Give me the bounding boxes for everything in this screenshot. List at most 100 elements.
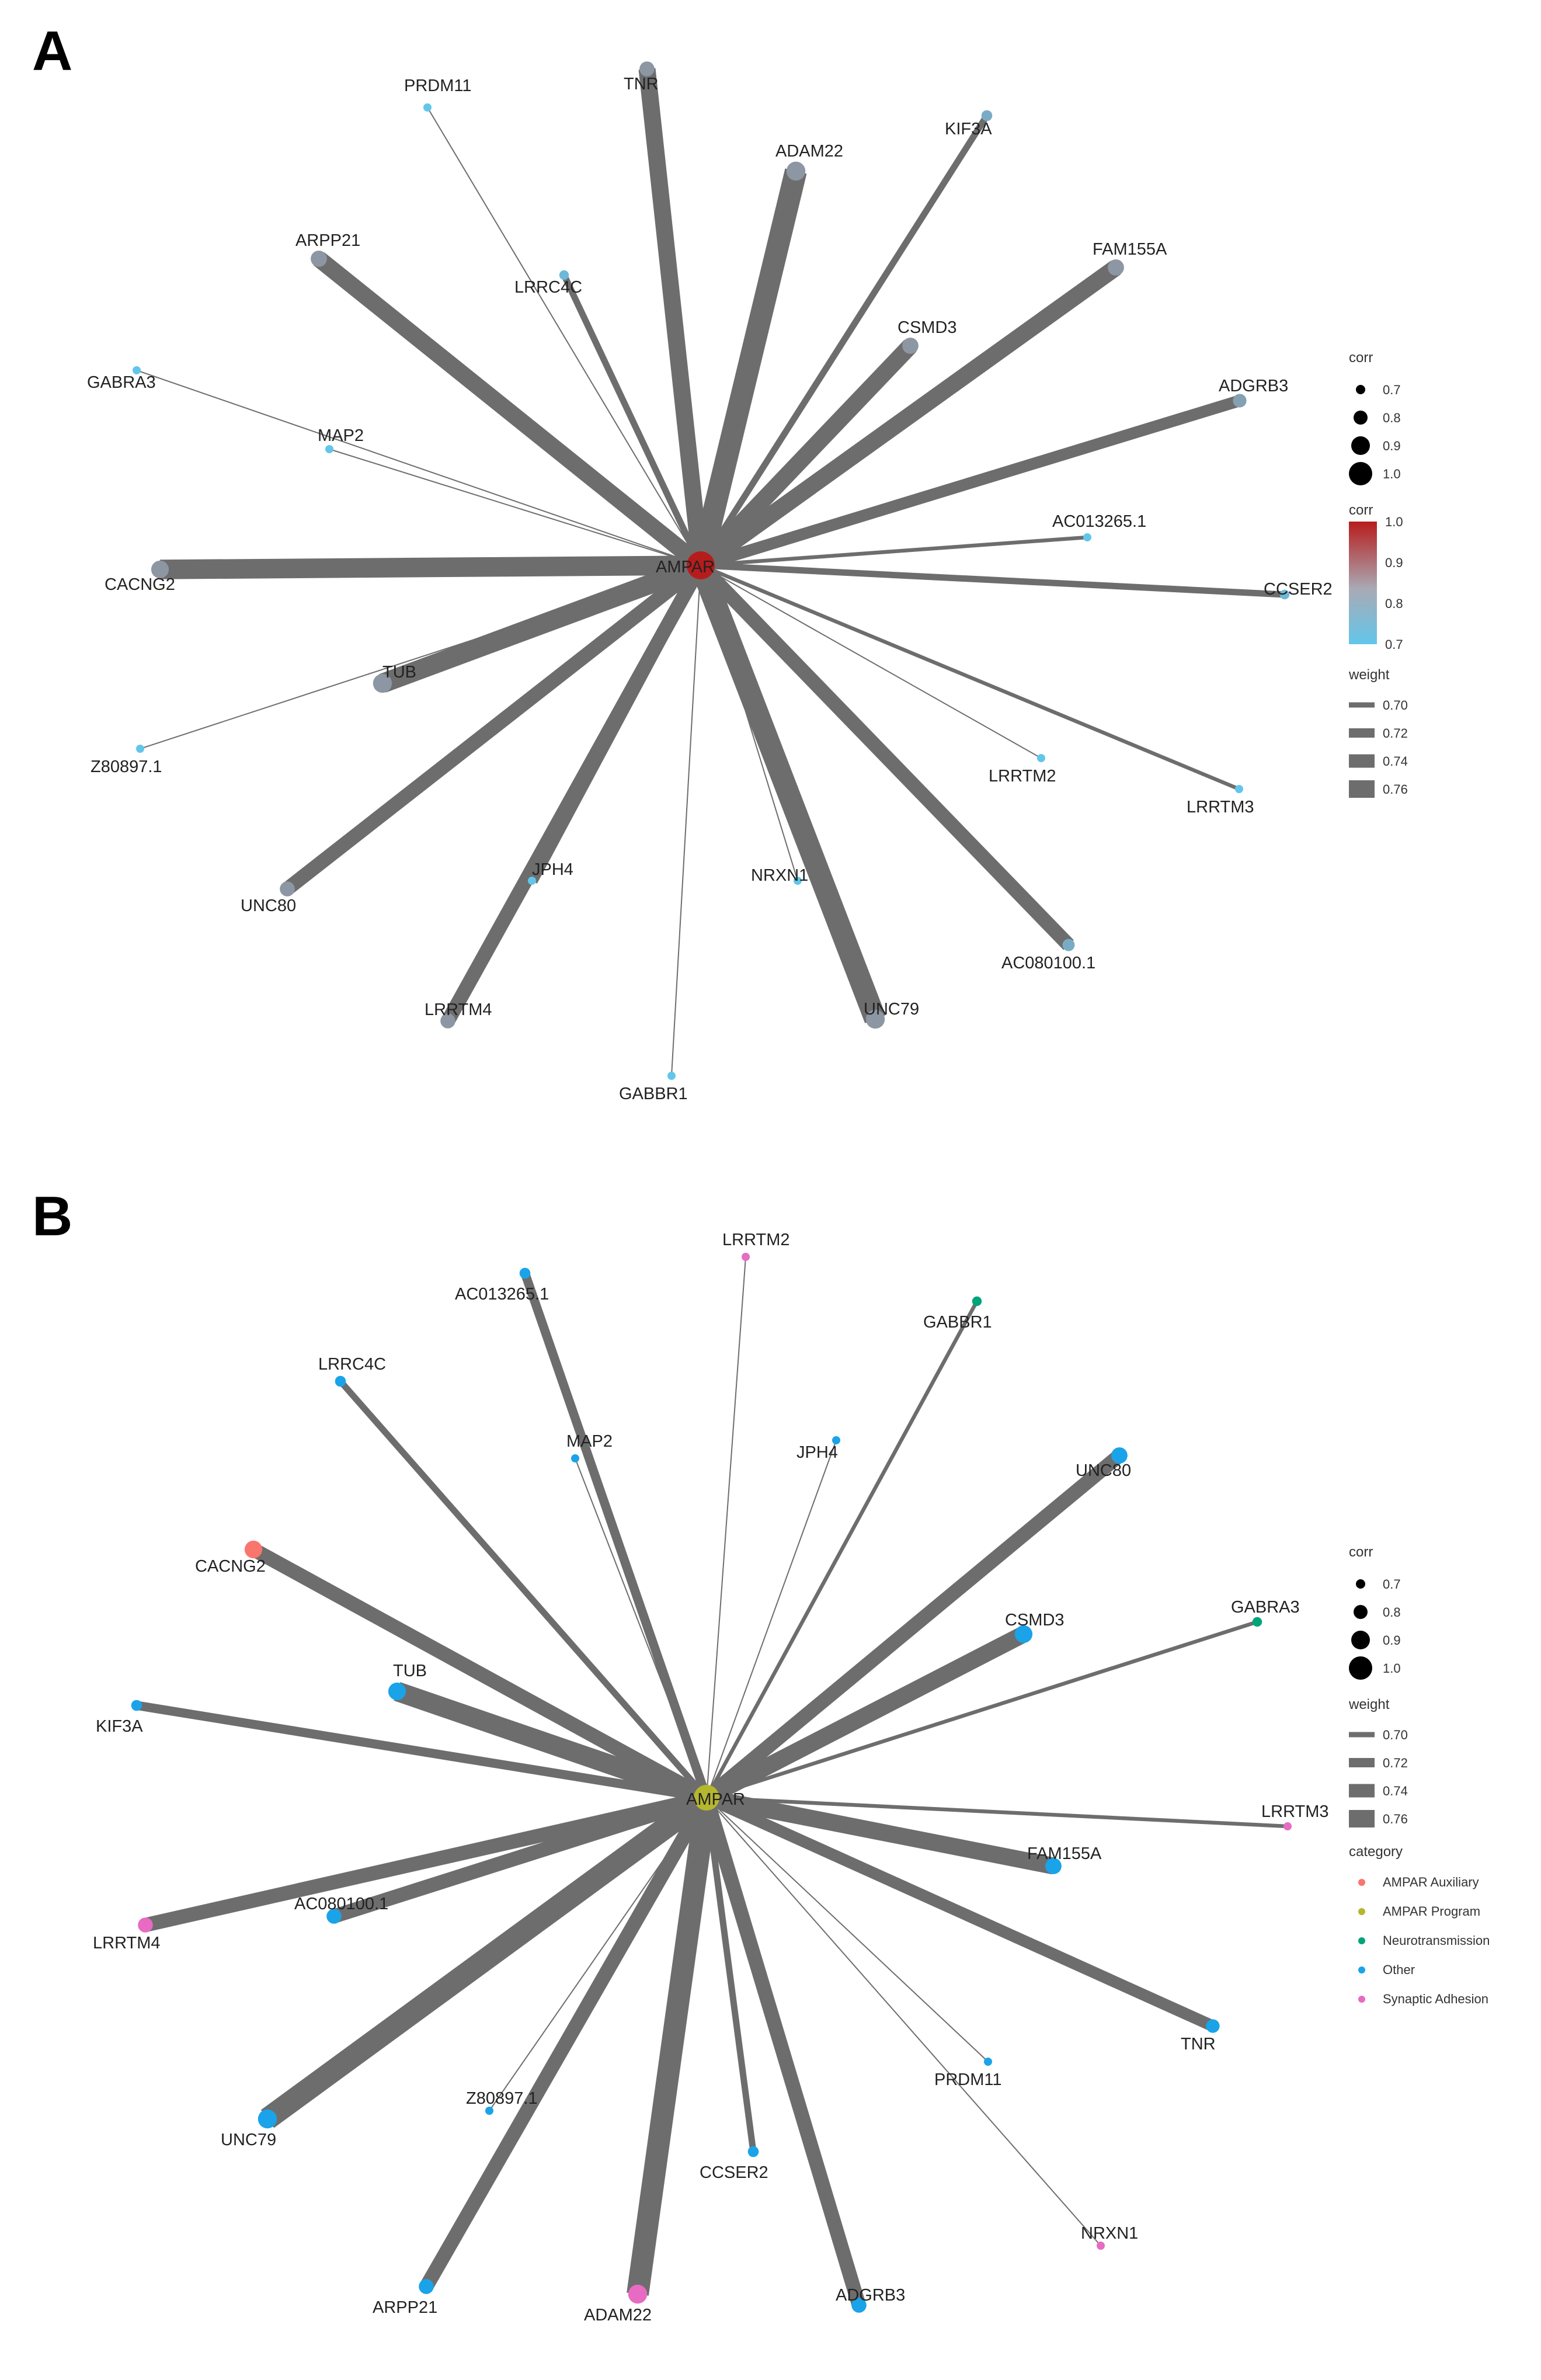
edge-lrrc4c	[338, 1379, 709, 1800]
node-lrrc4c	[559, 270, 569, 280]
node-tub	[373, 673, 392, 693]
node-unc79	[865, 1009, 885, 1029]
edge-unc80	[283, 560, 705, 895]
label-prdm11: PRDM11	[404, 77, 472, 95]
edges	[135, 1256, 1288, 2308]
edges	[136, 68, 1285, 1076]
edge-adgrb3	[700, 1795, 866, 2308]
node-gabra3	[1252, 1617, 1262, 1627]
node-fam155a	[1108, 259, 1124, 276]
node-adam22	[628, 2284, 648, 2304]
edge-csmd3	[694, 339, 917, 572]
label-fam155a: FAM155A	[1093, 240, 1167, 259]
node-ac013265-1	[1083, 533, 1091, 541]
node-tnr	[1206, 2019, 1220, 2033]
node-cacng2	[244, 1540, 263, 1559]
hub-label: AMPAR	[656, 558, 715, 576]
node-unc80	[280, 881, 295, 897]
node-lrrtm4	[440, 1013, 455, 1029]
edge-fam155a	[695, 260, 1121, 572]
node-ac013265-1	[519, 1267, 531, 1279]
node-tub	[388, 1682, 406, 1701]
legend-weight-mark	[1349, 1810, 1375, 1827]
node-tnr	[639, 61, 655, 77]
node-arpp21	[419, 2279, 434, 2294]
node-gabbr1	[667, 1072, 676, 1080]
node-adgrb3	[851, 2298, 867, 2313]
hub-label: AMPAR	[686, 1790, 745, 1809]
node-arpp21	[311, 251, 327, 267]
edge-tub	[394, 1682, 710, 1807]
node-prdm11	[984, 2058, 992, 2066]
node-kif3a	[981, 110, 993, 121]
node-z80897-1	[136, 745, 144, 753]
legend-weight-label: 0.76	[1383, 1812, 1408, 1826]
panel-letter: A	[32, 20, 72, 82]
edge-tnr	[704, 1792, 1216, 2032]
label-kif3a: KIF3A	[945, 120, 992, 138]
label-lrrtm2: LRRTM2	[722, 1231, 790, 1249]
legend-corr-size-mark	[1351, 436, 1370, 455]
node-gabra3	[133, 366, 141, 374]
edge-lrrtm3	[706, 1795, 1288, 1829]
panel-letter: B	[32, 1185, 72, 1248]
legend-category-title: category	[1349, 1844, 1403, 1860]
legend-weight-label: 0.74	[1383, 754, 1408, 769]
legend-color-tick: 0.8	[1385, 596, 1403, 611]
node-lrrtm4	[138, 1917, 153, 1933]
node-map2	[325, 445, 333, 453]
node-cacng2	[151, 560, 169, 579]
legend-weight-label: 0.70	[1383, 1728, 1408, 1742]
edge-nrxn1	[706, 1797, 1101, 2246]
legend-weight-title: weight	[1348, 1697, 1390, 1712]
label-cacng2: CACNG2	[105, 575, 175, 594]
legend-corr-size-mark	[1354, 411, 1368, 425]
node-adam22	[786, 161, 806, 181]
edge-csmd3	[702, 1627, 1028, 1805]
legend-color-tick: 0.7	[1385, 637, 1403, 652]
legend-category-mark	[1358, 1908, 1365, 1915]
label-lrrtm2: LRRTM2	[989, 767, 1056, 786]
panel-a: A TNR PRDM11 ADAM22 KIF3A FAM155A ARPP21 LRRC4C…	[32, 20, 1408, 1103]
legend-category-synaptic-adhesion: Synaptic Adhesion	[1383, 1992, 1488, 2006]
node-fam155a	[1045, 1858, 1062, 1874]
edge-adam22	[627, 1796, 718, 2296]
edge-z80897-1	[140, 565, 701, 749]
edge-map2	[329, 449, 701, 566]
edge-map2	[575, 1458, 707, 1798]
node-csmd3	[902, 338, 919, 354]
edge-lrrc4c	[561, 273, 704, 567]
edge-gabbr1	[671, 565, 701, 1076]
legend-corr-size-label: 0.9	[1383, 439, 1401, 453]
label-gabbr1: GABBR1	[923, 1313, 992, 1332]
label-arpp21: ARPP21	[295, 231, 360, 250]
legend-corr-size-label: 0.7	[1383, 1577, 1401, 1592]
node-lrrtm3	[1283, 1822, 1292, 1830]
edge-lrrtm4	[441, 562, 707, 1024]
label-cacng2: CACNG2	[195, 1557, 266, 1576]
edge-lrrtm3	[700, 563, 1240, 791]
legend-corr-title: corr	[1349, 1544, 1373, 1560]
edge-adgrb3	[699, 395, 1241, 571]
legend-weight-mark	[1349, 754, 1375, 768]
label-ccser2: CCSER2	[1264, 580, 1333, 599]
legend-corr-size-label: 1.0	[1383, 467, 1401, 481]
node-ccser2	[1279, 589, 1290, 600]
node-csmd3	[1014, 1625, 1033, 1644]
label-ac080100-1: AC080100.1	[294, 1895, 388, 1913]
legend-corr-size-mark	[1354, 1605, 1368, 1619]
hub-node	[694, 1785, 719, 1811]
label-gabra3: GABRA3	[87, 373, 156, 392]
edge-gabra3	[706, 1620, 1258, 1800]
node-labels: TNR PRDM11 ADAM22 KIF3A FAM155A ARPP21 LRRC4C C…	[87, 75, 1333, 1103]
legend-weight-label: 0.76	[1383, 782, 1408, 797]
legend-category-neurotransmission: Neurotransmission	[1383, 1933, 1490, 1948]
edge-prdm11	[427, 107, 701, 566]
label-nrxn1: NRXN1	[751, 866, 808, 885]
label-lrrc4c: LRRC4C	[318, 1355, 386, 1374]
label-lrrtm4: LRRTM4	[425, 1000, 492, 1019]
label-tnr: TNR	[1181, 2035, 1216, 2054]
edge-adam22	[690, 168, 807, 568]
edge-tub	[379, 556, 704, 693]
